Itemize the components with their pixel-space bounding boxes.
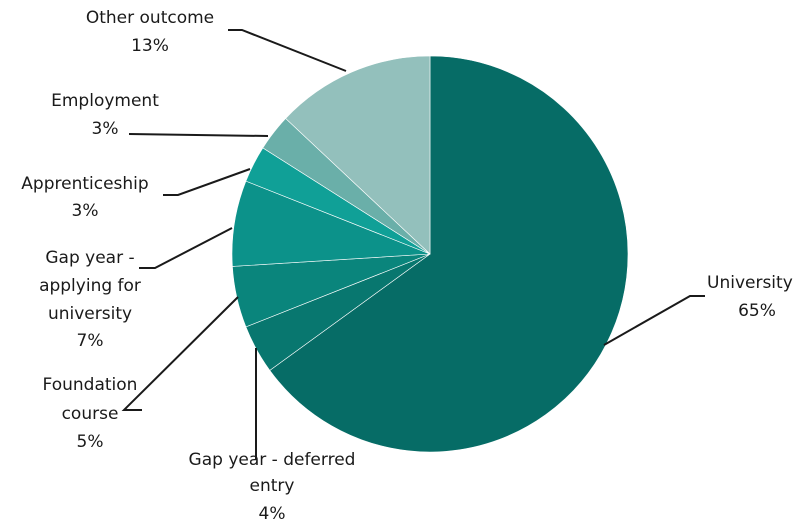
leader-line: [228, 29, 347, 72]
leader-line: [603, 295, 705, 346]
slice-value-label: 3%: [72, 201, 99, 221]
slice-label: applying for: [39, 276, 141, 296]
slice-label: university: [48, 304, 132, 324]
slice-value-label: 7%: [77, 331, 104, 351]
slice-label: Foundation: [43, 375, 138, 395]
slice-value-label: 5%: [77, 432, 104, 452]
leader-line: [139, 227, 233, 269]
leader-line: [128, 133, 269, 137]
slice-value-label: 4%: [259, 504, 286, 524]
leader-line: [163, 168, 251, 196]
slice-label: Gap year -: [45, 248, 134, 268]
slice-label: Other outcome: [86, 8, 214, 28]
slice-label: course: [62, 404, 119, 424]
slice-label: University: [707, 273, 793, 293]
leader-line: [121, 296, 239, 411]
slice-value-label: 3%: [92, 119, 119, 139]
slice-label: entry: [250, 476, 295, 496]
pie-slice-7: [285, 55, 431, 255]
slice-label: Gap year - deferred: [189, 450, 356, 470]
slice-value-label: 13%: [131, 36, 169, 56]
slice-label: Apprenticeship: [21, 174, 148, 194]
slice-label: Employment: [51, 91, 159, 111]
slice-value-label: 65%: [738, 301, 776, 321]
